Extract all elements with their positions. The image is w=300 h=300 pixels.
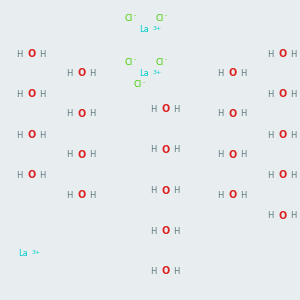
- Text: H: H: [267, 50, 273, 58]
- Text: La: La: [140, 26, 149, 34]
- Text: H: H: [290, 130, 296, 140]
- Text: O: O: [28, 170, 36, 181]
- Text: O: O: [229, 149, 237, 160]
- Text: -: -: [165, 57, 167, 62]
- Text: 3+: 3+: [153, 26, 162, 31]
- Text: H: H: [218, 190, 224, 200]
- Text: H: H: [16, 130, 23, 140]
- Text: O: O: [229, 109, 237, 119]
- Text: Cl: Cl: [156, 58, 164, 67]
- Text: H: H: [290, 212, 296, 220]
- Text: O: O: [229, 68, 237, 79]
- Text: H: H: [150, 146, 156, 154]
- Text: -: -: [134, 14, 136, 19]
- Text: H: H: [39, 171, 46, 180]
- Text: La: La: [140, 69, 149, 78]
- Text: O: O: [77, 149, 86, 160]
- Text: H: H: [150, 186, 156, 195]
- Text: -: -: [165, 14, 167, 19]
- Text: H: H: [240, 150, 247, 159]
- Text: H: H: [39, 130, 46, 140]
- Text: H: H: [267, 171, 273, 180]
- Text: 3+: 3+: [153, 70, 162, 74]
- Text: H: H: [218, 110, 224, 118]
- Text: H: H: [173, 146, 179, 154]
- Text: O: O: [161, 104, 170, 115]
- Text: H: H: [66, 150, 72, 159]
- Text: H: H: [267, 90, 273, 99]
- Text: H: H: [39, 90, 46, 99]
- Text: H: H: [16, 171, 23, 180]
- Text: H: H: [89, 69, 95, 78]
- Text: H: H: [39, 50, 46, 58]
- Text: O: O: [77, 68, 86, 79]
- Text: O: O: [77, 109, 86, 119]
- Text: O: O: [278, 89, 287, 100]
- Text: H: H: [267, 212, 273, 220]
- Text: O: O: [229, 190, 237, 200]
- Text: -: -: [134, 57, 136, 62]
- Text: O: O: [28, 49, 36, 59]
- Text: -: -: [142, 80, 145, 85]
- Text: H: H: [150, 105, 156, 114]
- Text: H: H: [290, 50, 296, 58]
- Text: O: O: [278, 130, 287, 140]
- Text: H: H: [240, 190, 247, 200]
- Text: O: O: [161, 226, 170, 236]
- Text: Cl: Cl: [124, 14, 133, 23]
- Text: O: O: [278, 170, 287, 181]
- Text: H: H: [89, 110, 95, 118]
- Text: O: O: [161, 145, 170, 155]
- Text: H: H: [16, 50, 23, 58]
- Text: O: O: [28, 130, 36, 140]
- Text: H: H: [218, 150, 224, 159]
- Text: O: O: [161, 185, 170, 196]
- Text: O: O: [278, 211, 287, 221]
- Text: H: H: [173, 105, 179, 114]
- Text: Cl: Cl: [156, 14, 164, 23]
- Text: H: H: [89, 150, 95, 159]
- Text: Cl: Cl: [124, 58, 133, 67]
- Text: H: H: [150, 267, 156, 276]
- Text: H: H: [290, 171, 296, 180]
- Text: H: H: [16, 90, 23, 99]
- Text: H: H: [173, 267, 179, 276]
- Text: O: O: [28, 89, 36, 100]
- Text: H: H: [218, 69, 224, 78]
- Text: H: H: [66, 69, 72, 78]
- Text: H: H: [173, 226, 179, 236]
- Text: La: La: [18, 249, 28, 258]
- Text: H: H: [150, 226, 156, 236]
- Text: H: H: [173, 186, 179, 195]
- Text: H: H: [240, 110, 247, 118]
- Text: H: H: [89, 190, 95, 200]
- Text: H: H: [267, 130, 273, 140]
- Text: 3+: 3+: [32, 250, 41, 254]
- Text: H: H: [66, 110, 72, 118]
- Text: H: H: [240, 69, 247, 78]
- Text: H: H: [290, 90, 296, 99]
- Text: O: O: [161, 266, 170, 277]
- Text: O: O: [77, 190, 86, 200]
- Text: O: O: [278, 49, 287, 59]
- Text: Cl: Cl: [134, 80, 142, 89]
- Text: H: H: [66, 190, 72, 200]
